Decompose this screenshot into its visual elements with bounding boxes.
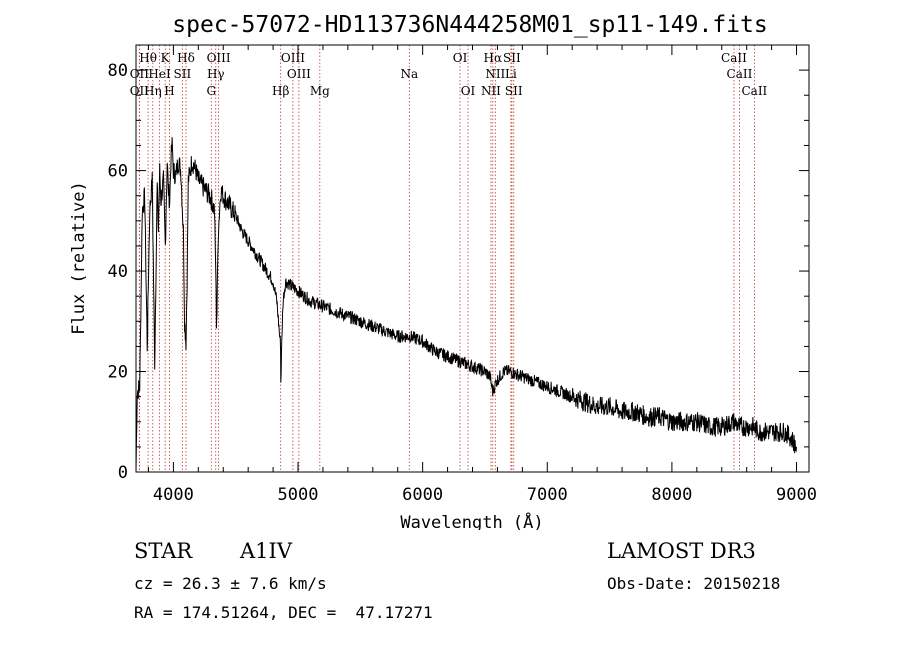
line-label-sii: SII [174,67,192,81]
line-label-k: K [161,51,171,65]
chart-title: spec-57072-HD113736N444258M01_sp11-149.f… [172,12,767,38]
line-label-oii: OII [130,67,150,81]
line-label-oiii: OIII [287,67,311,81]
y-axis-ticks: 0 20 40 60 80 [108,44,809,483]
line-label-sii: SII [503,51,521,65]
line-label-oi: OI [453,51,468,65]
object-class: STAR [134,539,193,563]
line-label-hβ: Hβ [272,84,289,98]
object-subclass: A1IV [240,539,292,563]
line-label-caii: CaII [721,51,747,65]
x-tick-label: 6000 [402,485,443,505]
line-label-nii: NII [485,67,505,81]
y-tick-label: 20 [108,363,128,383]
line-label-caii: CaII [727,67,753,81]
y-tick-label: 60 [108,162,128,182]
line-label-hγ: Hγ [207,67,225,81]
line-label-nii: NII [481,84,501,98]
x-axis-ticks: 4000 5000 6000 7000 8000 9000 [147,45,817,505]
x-tick-label: 7000 [527,485,568,505]
x-tick-label: 4000 [153,485,194,505]
survey-name: LAMOST DR3 [607,539,756,563]
spectrum-line [135,137,797,473]
line-label-g: G [206,84,216,98]
y-tick-label: 0 [118,463,128,483]
line-label-h: H [164,84,174,98]
line-label-hδ: Hδ [177,51,195,65]
line-label-oiii: OIII [281,51,305,65]
line-label-li: Li [505,67,517,81]
y-tick-label: 80 [108,61,128,81]
line-label-sii: SII [505,84,523,98]
obs-date: Obs-Date: 20150218 [607,574,781,593]
line-label-hθ: Hθ [139,51,157,65]
line-label-hα: Hα [484,51,503,65]
y-tick-label: 40 [108,262,128,282]
x-tick-label: 8000 [651,485,692,505]
x-tick-label: 9000 [776,485,817,505]
line-label-hη: Hη [144,84,162,98]
line-label-na: Na [400,67,418,81]
line-label-mg: Mg [310,84,330,98]
line-label-hei: HeI [148,67,171,81]
plot-frame [135,44,810,473]
y-axis-label: Flux (relative) [69,181,89,335]
line-label-oii: OII [130,84,150,98]
line-label-oi: OI [461,84,476,98]
line-label-oiii: OIII [207,51,231,65]
x-axis-label: Wavelength (Å) [400,511,543,530]
emission-line-markers [138,45,755,472]
coordinates: RA = 174.51264, DEC = 47.17271 [134,603,433,622]
redshift-cz: cz = 26.3 ± 7.6 km/s [134,574,327,593]
line-label-caii: CaII [741,84,767,98]
spectrum-chart: spec-57072-HD113736N444258M01_sp11-149.f… [69,12,817,530]
x-tick-label: 5000 [278,485,319,505]
